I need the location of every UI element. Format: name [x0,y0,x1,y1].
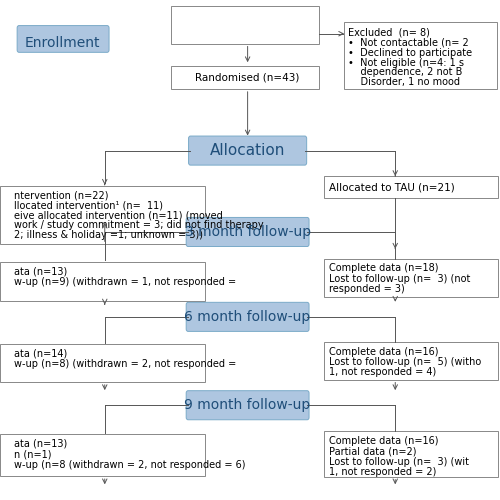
Text: •  Not eligible (n=4: 1 s: • Not eligible (n=4: 1 s [348,58,464,68]
Text: ata (n=13): ata (n=13) [14,439,68,449]
Text: dependence, 2 not B: dependence, 2 not B [348,68,462,78]
Text: ntervention (n=22): ntervention (n=22) [14,190,109,200]
FancyBboxPatch shape [186,390,309,420]
Text: 1, not responded = 2): 1, not responded = 2) [328,468,436,477]
Text: n (n=1): n (n=1) [14,450,52,460]
Text: w-up (n=9) (withdrawn = 1, not responded =: w-up (n=9) (withdrawn = 1, not responded… [14,276,236,286]
Text: ata (n=14): ata (n=14) [14,349,68,359]
FancyBboxPatch shape [188,136,306,165]
Text: Excluded  (n= 8): Excluded (n= 8) [348,28,430,38]
Bar [0,344,205,382]
Text: Lost to follow-up (n=  3) (not: Lost to follow-up (n= 3) (not [328,274,470,284]
Text: •  Declined to participate: • Declined to participate [348,48,472,58]
Bar [0,186,205,244]
Bar [172,6,319,44]
Bar [324,432,498,476]
Text: Lost to follow-up (n=  5) (witho: Lost to follow-up (n= 5) (witho [328,357,481,367]
Bar [324,176,498,199]
Text: 2; illness & holiday =1; unknown = 3)): 2; illness & holiday =1; unknown = 3)) [14,230,203,240]
Text: Disorder, 1 no mood: Disorder, 1 no mood [348,78,460,88]
Bar [324,342,498,380]
Text: work / study commitment = 3; did not find therapy: work / study commitment = 3; did not fin… [14,220,264,230]
Text: w-up (n=8 (withdrawn = 2, not responded = 6): w-up (n=8 (withdrawn = 2, not responded … [14,460,246,470]
Text: Enrollment: Enrollment [25,36,101,50]
FancyBboxPatch shape [186,302,309,332]
Text: responded = 3): responded = 3) [328,284,404,294]
Text: w-up (n=8) (withdrawn = 2, not responded =: w-up (n=8) (withdrawn = 2, not responded… [14,360,236,370]
Text: 3 month follow-up: 3 month follow-up [184,225,310,239]
Text: ata (n=13): ata (n=13) [14,266,68,276]
Text: 9 month follow-up: 9 month follow-up [184,398,310,412]
Bar [324,258,498,296]
Text: Lost to follow-up (n=  3) (wit: Lost to follow-up (n= 3) (wit [328,457,468,467]
Text: 1, not responded = 4): 1, not responded = 4) [328,368,436,378]
Text: Allocated to TAU (n=21): Allocated to TAU (n=21) [328,182,454,192]
Text: Complete data (n=18): Complete data (n=18) [328,264,438,274]
Bar [0,262,205,301]
Bar [172,66,319,89]
Text: Complete data (n=16): Complete data (n=16) [328,436,438,446]
Text: Randomised (n=43): Randomised (n=43) [196,72,300,83]
FancyBboxPatch shape [17,26,109,52]
Text: llocated intervention¹ (n=  11): llocated intervention¹ (n= 11) [14,200,164,210]
Text: •  Not contactable (n= 2: • Not contactable (n= 2 [348,38,469,48]
Text: eive allocated intervention (n=11) (moved: eive allocated intervention (n=11) (move… [14,210,223,220]
Bar [344,22,496,89]
Text: 6 month follow-up: 6 month follow-up [184,310,310,324]
FancyBboxPatch shape [186,218,309,246]
Text: Complete data (n=16): Complete data (n=16) [328,346,438,356]
Bar [0,434,205,476]
Text: Allocation: Allocation [210,143,286,158]
Text: Partial data (n=2): Partial data (n=2) [328,446,416,456]
